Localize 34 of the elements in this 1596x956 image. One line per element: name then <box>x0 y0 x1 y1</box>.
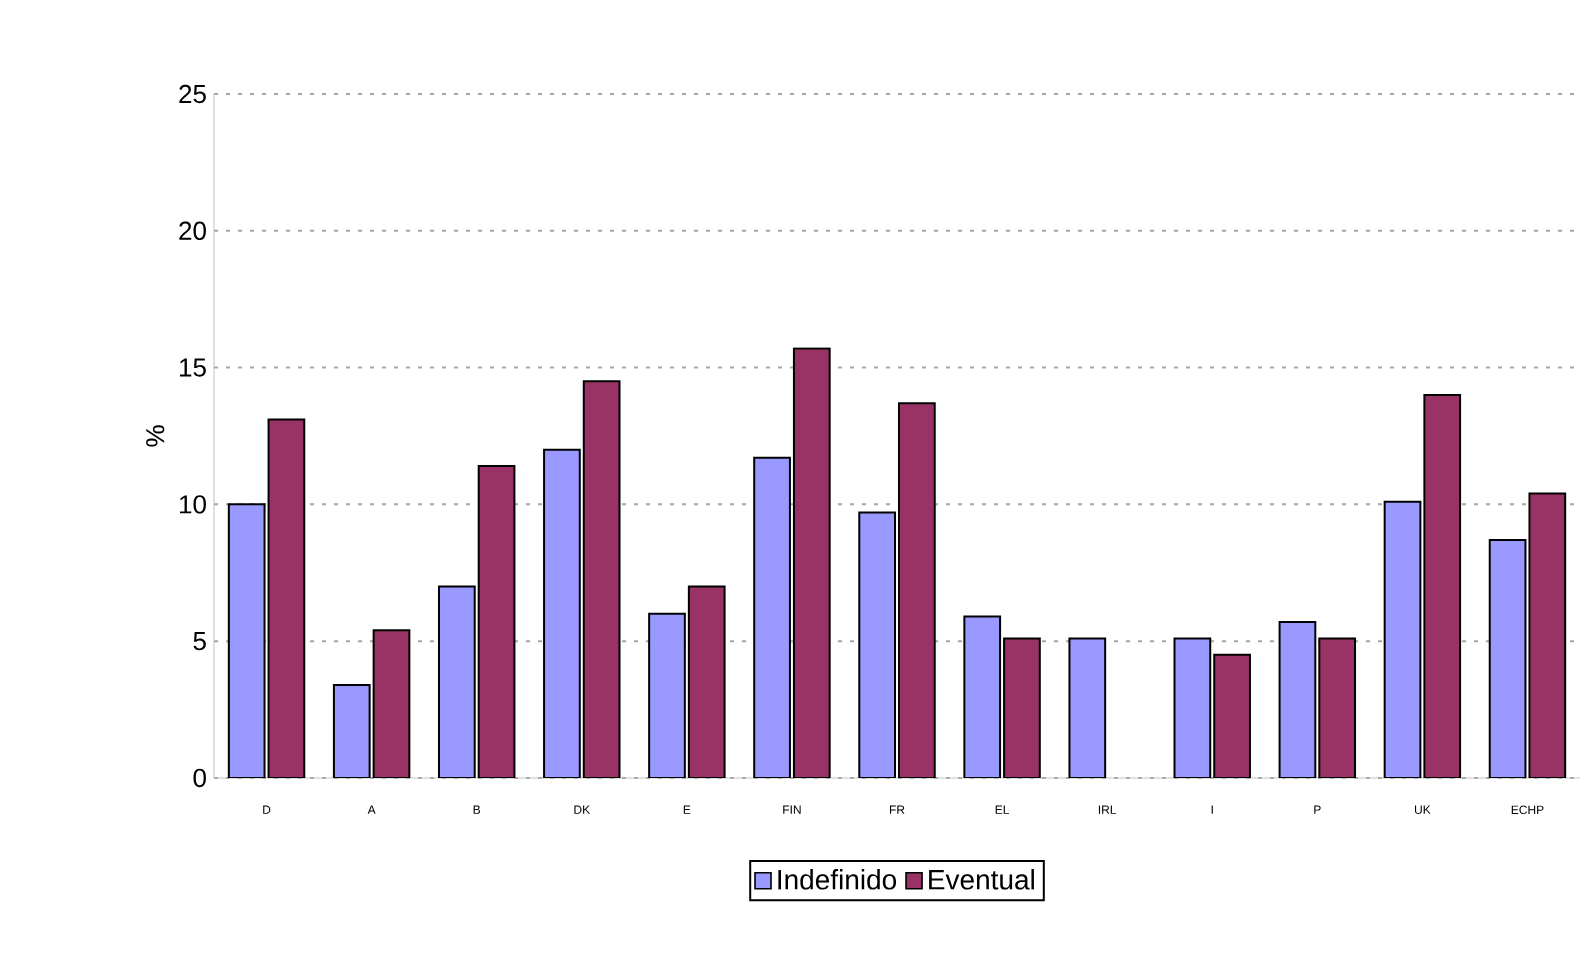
bar <box>648 612 686 778</box>
bar <box>1528 492 1567 778</box>
bar <box>1173 637 1212 778</box>
bar <box>1278 621 1317 778</box>
y-tick-label: 20 <box>179 221 206 240</box>
bar <box>477 465 516 778</box>
y-tick-label: 15 <box>180 358 206 377</box>
bar <box>687 585 726 778</box>
bar <box>1213 653 1251 778</box>
y-axis-title: % <box>146 425 165 447</box>
bar <box>963 615 1002 778</box>
legend-label: Eventual <box>929 869 1034 890</box>
bar <box>753 456 791 778</box>
legend-label: Indefinido <box>778 869 897 890</box>
bar <box>858 511 896 778</box>
bar <box>792 347 831 778</box>
bar <box>582 380 621 778</box>
y-tick-label: 5 <box>193 632 206 651</box>
bar <box>1423 393 1462 778</box>
y-tick-label: 25 <box>179 84 206 104</box>
bar <box>1383 500 1422 778</box>
bar <box>1318 637 1357 778</box>
bar <box>898 402 936 778</box>
bar <box>372 629 411 778</box>
bar <box>543 448 581 778</box>
y-tick-label: 0 <box>193 768 206 788</box>
bar <box>1003 637 1041 778</box>
bar <box>332 683 371 778</box>
bar <box>267 418 306 778</box>
bar <box>227 503 266 778</box>
bar <box>1488 538 1527 778</box>
bar <box>1068 637 1107 778</box>
bar <box>437 585 476 778</box>
y-tick-label: 10 <box>180 495 206 514</box>
